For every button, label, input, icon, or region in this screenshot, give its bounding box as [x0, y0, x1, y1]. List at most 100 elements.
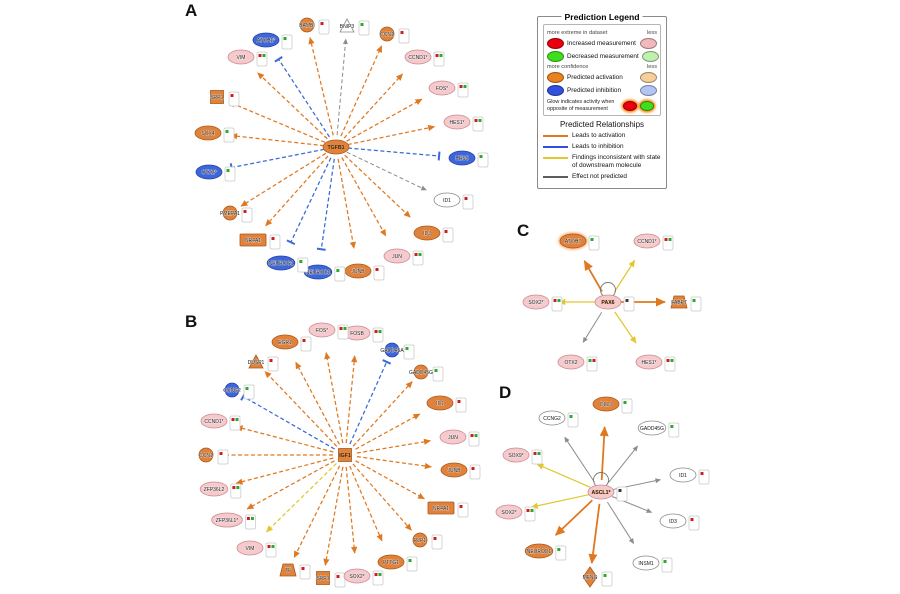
node-ccnd1: CCND1* [404, 49, 445, 67]
node-fos: FOS* [428, 80, 469, 98]
edge-a-tgfb1-neurog1 [286, 157, 332, 245]
node-label: ZFP36L2 [204, 487, 225, 493]
legend-confidence-less-label: less [647, 64, 657, 70]
edge-a-tgfb1-hes1 [347, 124, 436, 146]
node-id1: ID1 [669, 467, 710, 485]
legend-relationship-row-1: Leads to inhibition [543, 143, 661, 151]
edge-b-igf1-gadd45g [352, 381, 413, 447]
node-label: JUNB [447, 468, 461, 474]
edge-d-ascl1*-insm1 [607, 501, 635, 544]
node-label: SOX2* [501, 510, 516, 516]
edge-a-tgfb1-pmepa1 [240, 152, 327, 207]
node-label: FOSB [350, 331, 364, 337]
node-zfp36l1: ZFP36L1* [211, 512, 256, 530]
edge-b-igf1-junb [356, 456, 432, 470]
node-nr4a1: NR4A1 [427, 501, 469, 518]
edge-a-tgfb1-spp1 [228, 101, 326, 143]
node-label: ID1 [443, 198, 451, 204]
panel-b: IGF1 CCNG2 CCND1* CCN1 ZFP36L2 ZFP36L1* VIM TF S… [185, 312, 481, 588]
legend-glow-swatches [623, 100, 657, 111]
node-label: SOX2* [349, 574, 364, 580]
node-label: OTX2 [564, 360, 577, 366]
legend-row-label: Decreased measurement [567, 53, 639, 60]
node-jun: JUN [383, 248, 424, 266]
edge-b-igf1-vim [265, 462, 337, 533]
edge-d-ascl1*-neurod1 [555, 499, 593, 536]
edge-a-tgfb1-vim [257, 72, 328, 140]
panel-letter-c: C [517, 221, 529, 240]
legend-relationship-line [543, 145, 568, 148]
legend-row-measurement-1: Decreased measurement [547, 51, 659, 62]
node-jun: JUN [439, 429, 480, 447]
node-pmepa1: PMEPA1 [220, 205, 253, 223]
node-fosb: FOSB [343, 325, 384, 343]
node-label: BAMBI [299, 23, 315, 29]
edge-c-pax6-ccnd1 [613, 259, 636, 293]
hub-node-ascl1: ASCL1* [587, 472, 628, 502]
node-label: ID1 [679, 473, 687, 479]
node-otx2: OTX2 [557, 354, 598, 372]
node-label: HES1* [449, 120, 464, 126]
legend-relationship-line [543, 175, 568, 178]
legend-confidence-header: more confidence less [547, 64, 657, 70]
node-spp1: SPP1 [316, 571, 346, 588]
node-ccn1: CCN1 [198, 447, 229, 465]
node-label: CCND1* [408, 55, 427, 61]
node-hes5: HES5 [448, 150, 489, 168]
node-ccng2: CCNG2 [538, 410, 579, 428]
node-label: CCNG2 [543, 416, 561, 422]
node-label: JUNB [351, 269, 365, 275]
node-label: NEUROD1 [527, 549, 552, 555]
edge-a-tgfb1-jun [341, 157, 387, 237]
edge-a-tgfb1-sox4 [230, 133, 325, 147]
legend-measurement-left-label: more extreme in dataset [547, 30, 608, 36]
legend-row-confidence-1: Predicted inhibition [547, 85, 657, 96]
legend-relationships-title: Predicted Relationships [559, 119, 645, 129]
edge-a-tgfb1-bnip3 [336, 38, 348, 136]
edge-d-ascl1*-mfng [588, 503, 601, 565]
node-label: SPP1 [317, 576, 330, 582]
edge-a-tgfb1-junb [337, 158, 356, 249]
node-label: TF [285, 568, 291, 574]
legend-row-label: Increased measurement [567, 40, 636, 47]
edge-b-igf1-sox2 [345, 466, 358, 554]
node-label: SOX2* [528, 300, 543, 306]
node-label: SOX4 [201, 131, 215, 137]
edge-a-tgfb1-id1 [346, 151, 427, 191]
node-ccnd1: CCND1* [633, 233, 674, 251]
edge-b-igf1-egr1 [295, 361, 340, 445]
node-label: VIM [237, 55, 246, 61]
node-label: SPP1 [211, 95, 224, 101]
legend-glow-oval [623, 100, 637, 111]
node-label: CCNG2 [223, 388, 241, 394]
node-ccng2: CCNG2 [223, 382, 255, 400]
edge-b-igf1-spp1 [323, 466, 344, 566]
panel-letter-b: B [185, 312, 197, 331]
node-dusp1: DUSP1 [247, 354, 279, 372]
node-label: SOX9* [508, 453, 523, 459]
node-label: NEUROG1 [269, 261, 294, 267]
node-id1: ID1 [426, 395, 467, 413]
node-sox2: SOX2* [495, 504, 536, 522]
edge-c-pax6-otx2 [582, 311, 603, 343]
hub-node-tgfb1: TGFB1 [322, 139, 350, 155]
node-sox2: SOX2* [522, 294, 563, 312]
legend-swatch-oval [547, 72, 564, 83]
panel-d: ASCL1* DLL3 CCNG2 GADD45G SOX9* ID1 SOX2* ID3 NE… [495, 383, 710, 588]
node-label: OTX2* [201, 170, 216, 176]
legend-relationship-label: Leads to activation [572, 131, 626, 139]
node-sox2: SOX2* [343, 568, 384, 586]
legend-measurement-less-label: less [647, 30, 657, 36]
node-fos: FOS* [308, 322, 349, 340]
node-label: NEUROD1 [306, 270, 331, 276]
node-zfp36l2: ZFP36L2 [199, 481, 242, 499]
legend-measurements-box: more extreme in dataset less Increased m… [543, 24, 661, 116]
legend-row-confidence-0: Predicted activation [547, 72, 657, 83]
node-atoh7: ATOH7 [558, 232, 600, 251]
legend-swatch-oval-less [641, 51, 659, 62]
legend-swatch-oval [547, 38, 564, 49]
node-label: JUN [392, 254, 402, 260]
node-label: NR4A1 [245, 238, 261, 244]
prediction-legend: Prediction Legend more extreme in datase… [537, 12, 667, 189]
